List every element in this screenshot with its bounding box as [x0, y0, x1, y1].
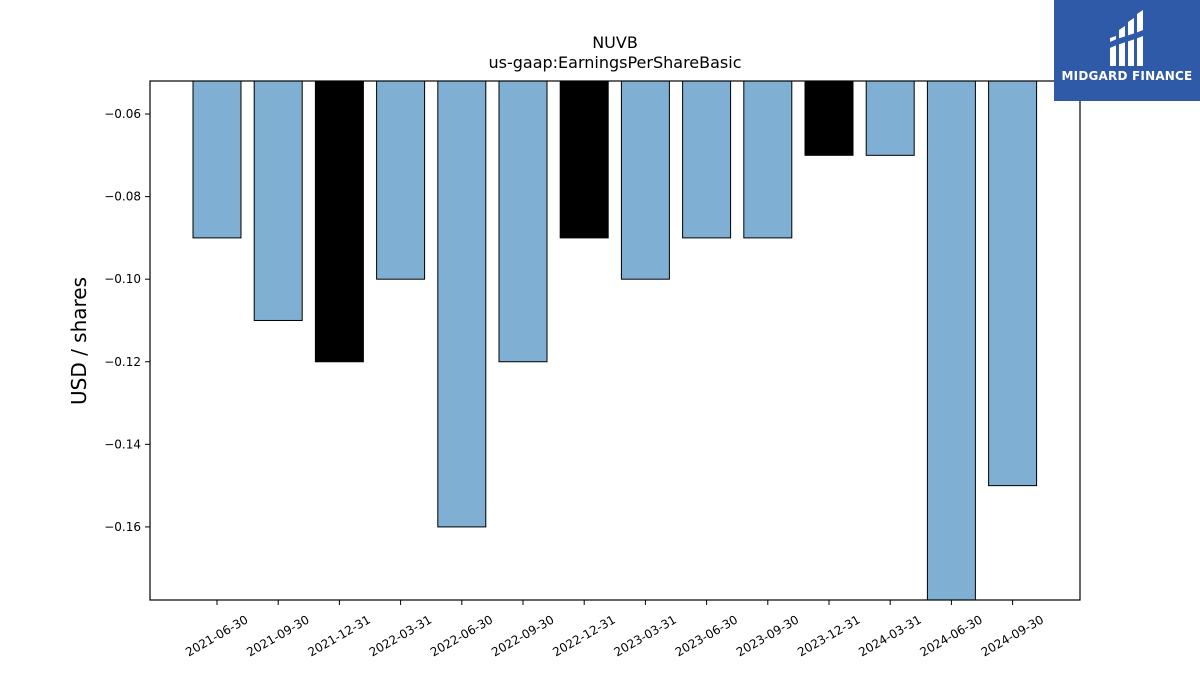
y-tick-label: −0.10 — [104, 272, 141, 286]
bar-2024-03-31 — [865, 80, 915, 156]
y-tick-label: −0.12 — [104, 355, 141, 369]
x-tick-label: 2023-09-30 — [734, 612, 801, 659]
bar-2023-12-31 — [804, 80, 854, 156]
y-axis-label: USD / shares — [67, 277, 91, 405]
chart-title: NUVB — [592, 33, 638, 52]
bar-2022-03-31 — [376, 80, 426, 280]
x-tick-label: 2023-06-30 — [673, 612, 740, 659]
bar-2021-09-30 — [253, 80, 303, 321]
y-tick-label: −0.14 — [104, 437, 141, 451]
y-axis-ticks: −0.06 −0.08 −0.10 −0.12 −0.14 −0.16 — [104, 107, 150, 534]
bars-group — [192, 80, 1038, 601]
x-tick-label: 2024-09-30 — [979, 612, 1046, 659]
bar-2021-06-30 — [192, 80, 242, 239]
x-tick-label: 2021-06-30 — [183, 612, 250, 659]
x-tick-label: 2024-03-31 — [856, 612, 923, 659]
brand-name: MIDGARD FINANCE — [1061, 69, 1193, 83]
bar-2024-09-30 — [988, 80, 1038, 487]
x-tick-label: 2022-03-31 — [367, 612, 434, 659]
midgard-logo-icon — [1110, 10, 1143, 66]
bar-2022-12-31 — [559, 80, 609, 239]
x-tick-label: 2022-09-30 — [489, 612, 556, 659]
bar-2024-06-30 — [926, 80, 976, 601]
y-tick-label: −0.06 — [104, 107, 141, 121]
y-tick-label: −0.16 — [104, 520, 141, 534]
plot-frame — [149, 80, 1081, 601]
x-tick-label: 2023-03-31 — [611, 612, 678, 659]
bar-2023-09-30 — [743, 80, 793, 239]
bar-2021-12-31 — [314, 80, 364, 363]
x-tick-label: 2024-06-30 — [917, 612, 984, 659]
x-tick-label: 2022-12-31 — [550, 612, 617, 659]
bar-2023-03-31 — [620, 80, 670, 280]
x-tick-label: 2021-12-31 — [305, 612, 372, 659]
brand-logo: MIDGARD FINANCE — [1054, 0, 1200, 101]
bar-2022-06-30 — [437, 80, 487, 528]
x-tick-label: 2021-09-30 — [244, 612, 311, 659]
y-tick-label: −0.08 — [104, 190, 141, 204]
x-tick-label: 2022-06-30 — [428, 612, 495, 659]
chart-subtitle: us-gaap:EarningsPerShareBasic — [488, 53, 741, 72]
bar-2022-09-30 — [498, 80, 548, 363]
x-axis-ticks: 2021-06-302021-09-302021-12-312022-03-31… — [183, 600, 1046, 659]
x-tick-label: 2023-12-31 — [795, 612, 862, 659]
bar-2023-06-30 — [682, 80, 732, 239]
